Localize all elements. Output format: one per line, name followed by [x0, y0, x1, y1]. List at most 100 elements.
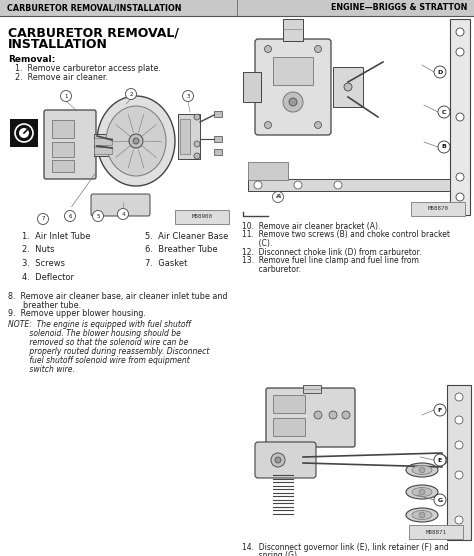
FancyBboxPatch shape — [91, 194, 150, 216]
Circle shape — [419, 489, 425, 495]
Bar — [94, 147, 112, 154]
Circle shape — [264, 46, 272, 52]
Circle shape — [194, 141, 200, 147]
Text: 2.  Nuts: 2. Nuts — [22, 246, 55, 255]
Bar — [333, 67, 363, 107]
Text: NOTE:  The engine is equipped with fuel shutoff: NOTE: The engine is equipped with fuel s… — [8, 320, 191, 329]
FancyBboxPatch shape — [44, 110, 96, 179]
Bar — [94, 134, 112, 156]
Text: 1.  Air Inlet Tube: 1. Air Inlet Tube — [22, 232, 91, 241]
Circle shape — [334, 181, 342, 189]
Circle shape — [455, 441, 463, 449]
Bar — [238, 385, 472, 540]
Circle shape — [456, 28, 464, 36]
Ellipse shape — [406, 508, 438, 522]
Text: M88870: M88870 — [428, 206, 448, 211]
Circle shape — [419, 467, 425, 473]
Text: E: E — [438, 458, 442, 463]
FancyBboxPatch shape — [266, 388, 355, 447]
Circle shape — [434, 66, 446, 78]
Circle shape — [194, 114, 200, 120]
Circle shape — [273, 191, 283, 202]
Bar — [214, 111, 222, 117]
Bar — [52, 142, 74, 157]
Circle shape — [289, 98, 297, 106]
Circle shape — [456, 193, 464, 201]
Bar — [238, 17, 472, 217]
Circle shape — [129, 134, 143, 148]
Circle shape — [438, 141, 450, 153]
Bar — [52, 160, 74, 172]
Text: B: B — [442, 145, 447, 150]
Circle shape — [455, 416, 463, 424]
Circle shape — [344, 83, 352, 91]
Bar — [450, 19, 470, 215]
Text: 7.  Gasket: 7. Gasket — [145, 259, 187, 268]
Text: (C).: (C). — [242, 239, 272, 248]
Circle shape — [314, 411, 322, 419]
Bar — [447, 385, 471, 540]
FancyBboxPatch shape — [411, 202, 465, 216]
Circle shape — [315, 46, 321, 52]
Circle shape — [133, 138, 139, 144]
Text: 13.  Remove fuel line clamp and fuel line from: 13. Remove fuel line clamp and fuel line… — [242, 256, 419, 265]
Text: ENGINE—BRIGGS & STRATTON: ENGINE—BRIGGS & STRATTON — [331, 3, 467, 12]
Circle shape — [15, 124, 33, 142]
Circle shape — [92, 211, 103, 221]
Text: carburetor.: carburetor. — [242, 265, 301, 274]
Text: 10.  Remove air cleaner bracket (A).: 10. Remove air cleaner bracket (A). — [242, 222, 380, 231]
Text: 2.  Remove air cleaner.: 2. Remove air cleaner. — [15, 73, 108, 82]
Text: Removal:: Removal: — [8, 55, 55, 64]
Circle shape — [437, 455, 447, 465]
Bar — [283, 19, 303, 41]
Text: C: C — [442, 110, 446, 115]
Circle shape — [438, 106, 450, 118]
Circle shape — [61, 91, 72, 102]
Text: 9.  Remove upper blower housing.: 9. Remove upper blower housing. — [8, 309, 146, 318]
Text: D: D — [438, 70, 443, 75]
Text: CARBURETOR REMOVAL/: CARBURETOR REMOVAL/ — [8, 26, 179, 39]
FancyBboxPatch shape — [255, 442, 316, 478]
Text: INSTALLATION: INSTALLATION — [8, 38, 108, 51]
Bar — [273, 57, 313, 85]
Text: 3.  Screws: 3. Screws — [22, 259, 65, 268]
Bar — [10, 119, 38, 147]
Ellipse shape — [412, 488, 432, 497]
Circle shape — [37, 214, 48, 225]
Text: 4.  Deflector: 4. Deflector — [22, 272, 74, 281]
Circle shape — [456, 113, 464, 121]
Text: A: A — [276, 195, 280, 200]
Circle shape — [456, 48, 464, 56]
Circle shape — [194, 153, 200, 159]
Circle shape — [455, 516, 463, 524]
Bar — [273, 395, 305, 413]
Text: 11.  Remove two screws (B) and choke control bracket: 11. Remove two screws (B) and choke cont… — [242, 231, 450, 240]
Circle shape — [419, 512, 425, 518]
Circle shape — [126, 88, 137, 100]
Text: 6.  Breather Tube: 6. Breather Tube — [145, 246, 218, 255]
Text: switch wire.: switch wire. — [8, 365, 75, 374]
Text: fuel shutoff solenoid wire from equipment: fuel shutoff solenoid wire from equipmen… — [8, 356, 190, 365]
Circle shape — [342, 411, 350, 419]
Text: A: A — [276, 195, 280, 200]
Circle shape — [455, 471, 463, 479]
Circle shape — [456, 173, 464, 181]
Bar — [8, 84, 238, 224]
Text: 1: 1 — [64, 93, 68, 98]
Circle shape — [264, 122, 272, 128]
Ellipse shape — [97, 96, 175, 186]
Text: CARBURETOR REMOVAL/INSTALLATION: CARBURETOR REMOVAL/INSTALLATION — [7, 3, 182, 12]
Text: spring (G).: spring (G). — [242, 552, 300, 556]
Circle shape — [294, 181, 302, 189]
Circle shape — [283, 92, 303, 112]
Circle shape — [254, 181, 262, 189]
Circle shape — [434, 494, 446, 506]
Text: removed so that the solenoid wire can be: removed so that the solenoid wire can be — [8, 338, 188, 347]
Bar — [303, 385, 321, 393]
Bar — [248, 162, 288, 180]
Text: 8.  Remove air cleaner base, air cleaner inlet tube and: 8. Remove air cleaner base, air cleaner … — [8, 292, 228, 301]
FancyBboxPatch shape — [255, 39, 331, 135]
Text: G: G — [438, 498, 443, 503]
Ellipse shape — [412, 465, 432, 474]
Circle shape — [315, 122, 321, 128]
